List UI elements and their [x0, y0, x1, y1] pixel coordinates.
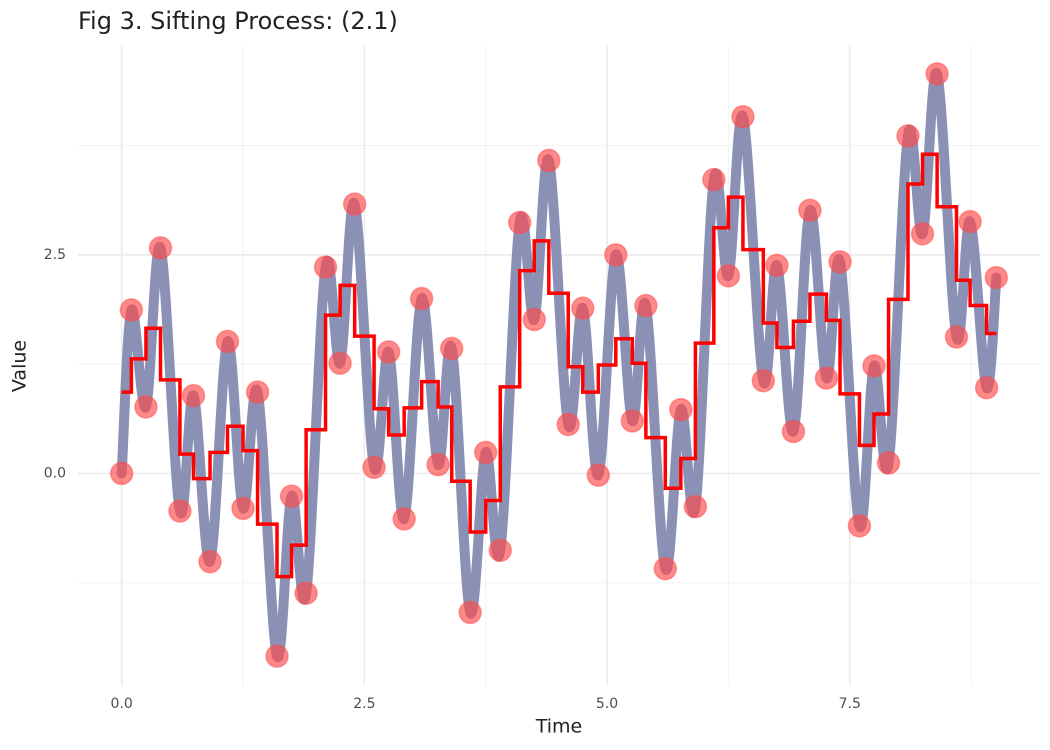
extremum-point [814, 366, 839, 390]
extremum-point [896, 124, 920, 148]
extremum-point [294, 581, 318, 605]
extremum-point [522, 307, 546, 332]
extremum-point [925, 62, 949, 86]
extremum-point [109, 461, 134, 486]
extremum-point [279, 484, 304, 508]
extremum-point [119, 298, 144, 322]
extremum-point [362, 455, 386, 480]
extremum-point [974, 375, 999, 400]
extremum-point [586, 463, 611, 487]
extremum-point [765, 253, 789, 278]
extremum-point [409, 286, 434, 311]
extremum-point [634, 293, 658, 318]
extremum-point [507, 210, 532, 235]
extremum-point [168, 499, 192, 523]
extremum-point [148, 236, 173, 260]
extremum-point [604, 243, 628, 267]
x-tick-label: 2.5 [353, 696, 375, 712]
extremum-point [958, 209, 982, 234]
extremum-point [313, 255, 338, 279]
extremum-point [653, 556, 678, 581]
extremum-point [716, 264, 741, 288]
extremum-point [265, 644, 289, 668]
extremum-point [342, 192, 367, 216]
mean-step-line [121, 152, 997, 579]
extremum-point [984, 265, 1009, 290]
signal-line [116, 67, 1002, 663]
x-tick-label: 7.5 [839, 696, 861, 712]
extremum-point [488, 538, 513, 563]
extremum-point [669, 397, 693, 422]
extremum-point [683, 494, 708, 519]
extremum-point [215, 329, 240, 354]
extremum-point [910, 222, 935, 246]
extremum-point [751, 368, 776, 393]
extremum-point [198, 549, 222, 574]
extremum-point [328, 351, 352, 376]
y-tick-label: 0.0 [44, 465, 66, 481]
extremum-point [231, 496, 255, 521]
extremum-point [426, 452, 450, 477]
y-tick-label: 2.5 [44, 247, 66, 263]
extremum-point [134, 395, 158, 419]
extremum-point [944, 325, 969, 349]
extremum-point [620, 409, 645, 433]
extremum-point [439, 336, 464, 361]
x-axis-title: Time [535, 716, 583, 738]
x-tick-label: 5.0 [596, 696, 618, 712]
extremum-point [847, 514, 872, 538]
extremum-point [392, 507, 416, 531]
extremum-point [556, 412, 580, 437]
extremum-point [473, 440, 498, 465]
y-axis-title: Value [9, 340, 31, 392]
extremum-point [828, 250, 852, 274]
extremum-point [702, 167, 726, 192]
extremum-point [862, 354, 886, 378]
chart-title: Fig 3. Sifting Process: (2.1) [78, 7, 398, 35]
extremum-point [537, 148, 561, 173]
extremum-point [245, 380, 270, 404]
extremum-point [781, 419, 806, 444]
x-tick-label: 0.0 [111, 696, 133, 712]
extremum-point [376, 340, 401, 364]
extremum-point [181, 383, 206, 408]
extremum-point [731, 104, 755, 129]
extremum-point [798, 198, 822, 222]
extremum-point [458, 600, 482, 625]
extremum-point [876, 451, 901, 475]
extremum-point [571, 296, 595, 320]
